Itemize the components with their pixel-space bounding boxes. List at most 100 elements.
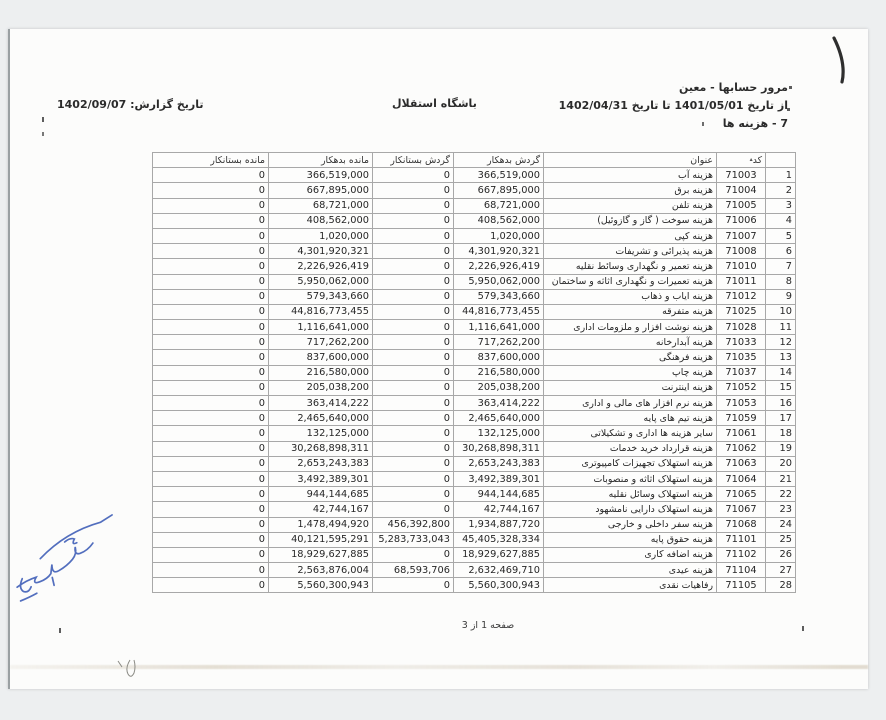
pen-stroke-mark [832,36,845,84]
cell-cb: 0 [152,577,269,594]
cell-ct: 0 [372,364,454,381]
cell-cb: 0 [152,455,269,472]
cell-n: 7 [765,258,796,275]
table-row: 27 71104 هزینه عیدی 2,632,469,710 68,593,706… [152,562,796,579]
cell-dt: 2,632,469,710 [453,562,544,579]
cell-db: 944,144,685 [268,486,373,503]
cell-dt: 2,465,640,000 [453,410,544,427]
scan-artifact [802,626,804,631]
cell-db: 2,563,876,004 [268,562,373,579]
sort-indicator-icon: ▴ [749,156,753,164]
cell-n: 1 [765,167,796,184]
cell-cb: 0 [152,486,269,503]
cell-cb: 0 [152,349,269,366]
cell-ct: 0 [372,379,454,397]
cell-ct: 0 [372,577,454,594]
cell-title: هزینه نرم افزار های مالی و اداری [543,394,717,412]
cell-code: 71012 [716,288,766,305]
table-row: 3 71005 هزینه تلفن 68,721,000 0 68,721,000 0 [152,197,796,214]
table-row: 26 71102 هزینه اضافه کاری 18,929,627,885 0 18… [152,546,796,564]
cell-ct: 0 [372,227,454,245]
cell-ct: 0 [372,455,454,472]
cell-dt: 132,125,000 [453,425,544,442]
cell-db: 68,721,000 [268,197,373,214]
cell-cb: 0 [152,288,269,305]
cell-code: 71007 [716,227,766,245]
cell-n: 2 [765,182,796,199]
cell-title: هزینه چاپ [543,364,717,381]
cell-code: 71005 [716,197,766,214]
cell-n: 20 [765,455,796,472]
cell-db: 366,519,000 [268,167,373,184]
cell-db: 1,478,494,920 [268,516,373,533]
cell-n: 25 [765,531,796,548]
cell-cb: 0 [152,212,269,229]
scan-artifact [59,628,61,633]
cell-code: 71052 [716,379,766,397]
cell-title: رفاهیات نقدی [543,577,717,594]
pencil-doodle [117,659,136,677]
cell-title: هزینه کپی [543,227,717,245]
accounts-table: کد▴ عنوان گردش بدهکار گردش بستانکار مانده بد… [152,151,796,594]
cell-code: 71035 [716,349,766,366]
cell-title: هزینه سوخت ( گاز و گازوئیل) [543,212,717,229]
report-title: مرور حسابها - معین [678,81,788,94]
cell-n: 27 [765,562,796,579]
cell-db: 717,262,200 [268,334,373,351]
table-row: 6 71008 هزینه پذیرائی و تشریفات 4,301,920,3… [152,243,796,260]
cell-code: 71006 [716,212,766,229]
cell-cb: 0 [152,364,269,381]
cell-ct: 0 [372,425,454,442]
cell-ct: 0 [372,349,454,366]
cell-cb: 0 [152,243,269,260]
col-header-n [765,151,796,169]
cell-n: 18 [765,425,796,442]
col-header-cb: مانده بستانکار [152,151,269,169]
cell-dt: 4,301,920,321 [453,243,544,260]
handwritten-signature [16,514,113,602]
table-row: 5 71007 هزینه کپی 1,020,000 0 1,020,000 0 [152,227,796,245]
cell-ct: 0 [372,440,454,457]
cell-title: هزینه استهلاک اثاثه و منصوبات [543,470,717,488]
cell-cb: 0 [152,425,269,442]
cell-ct: 0 [372,303,454,321]
table-row: 23 71067 هزینه استهلاک دارایی نامشهود 42,74… [152,501,796,518]
cell-n: 26 [765,546,796,564]
cell-title: هزینه قرارداد خرید خدمات [543,440,717,457]
cell-cb: 0 [152,273,269,290]
cell-dt: 717,262,200 [453,334,544,351]
cell-dt: 366,519,000 [453,167,544,184]
cell-db: 132,125,000 [268,425,373,442]
cell-code: 71065 [716,486,766,503]
cell-db: 579,343,660 [268,288,373,305]
cell-code: 71053 [716,394,766,412]
report-group-title: 7 - هزینه ها [722,117,788,130]
cell-title: هزینه پذیرائی و تشریفات [543,243,717,260]
table-row: 2 71004 هزینه برق 667,895,000 0 667,895,000 0 [152,182,796,199]
paper-crease [10,665,868,669]
cell-ct: 0 [372,243,454,260]
cell-title: هزینه برق [543,182,717,199]
cell-ct: 0 [372,334,454,351]
cell-n: 28 [765,577,796,594]
table-row: 1 71003 هزینه آب 366,519,000 0 366,519,000 0 [152,167,796,184]
report-date-range: از تاریخ 1401/05/01 تا تاریخ 1402/04/31 [558,99,788,112]
cell-code: 71037 [716,364,766,381]
cell-cb: 0 [152,394,269,412]
cell-cb: 0 [152,531,269,548]
page-number: صفحه 1 از 3 [461,620,515,631]
col-header-ct: گردش بستانکار [372,151,454,169]
cell-dt: 579,343,660 [453,288,544,305]
table-row: 8 71011 هزینه تعمیرات و نگهداری اثاثه و سا… [152,273,796,290]
cell-dt: 944,144,685 [453,486,544,503]
cell-title: هزینه استهلاک وسائل نقلیه [543,486,717,503]
cell-ct: 0 [372,182,454,199]
cell-db: 3,492,389,301 [268,470,373,488]
table-row: 25 71101 هزینه حقوق پایه 45,405,328,334 5,28… [152,531,796,548]
cell-title: هزینه تعمیر و نگهداری وسائط نقلیه [543,258,717,275]
cell-db: 18,929,627,885 [268,546,373,564]
cell-cb: 0 [152,501,269,518]
table-row: 17 71059 هزینه تیم های پایه 2,465,640,000 0 2… [152,410,796,427]
cell-code: 71068 [716,516,766,533]
